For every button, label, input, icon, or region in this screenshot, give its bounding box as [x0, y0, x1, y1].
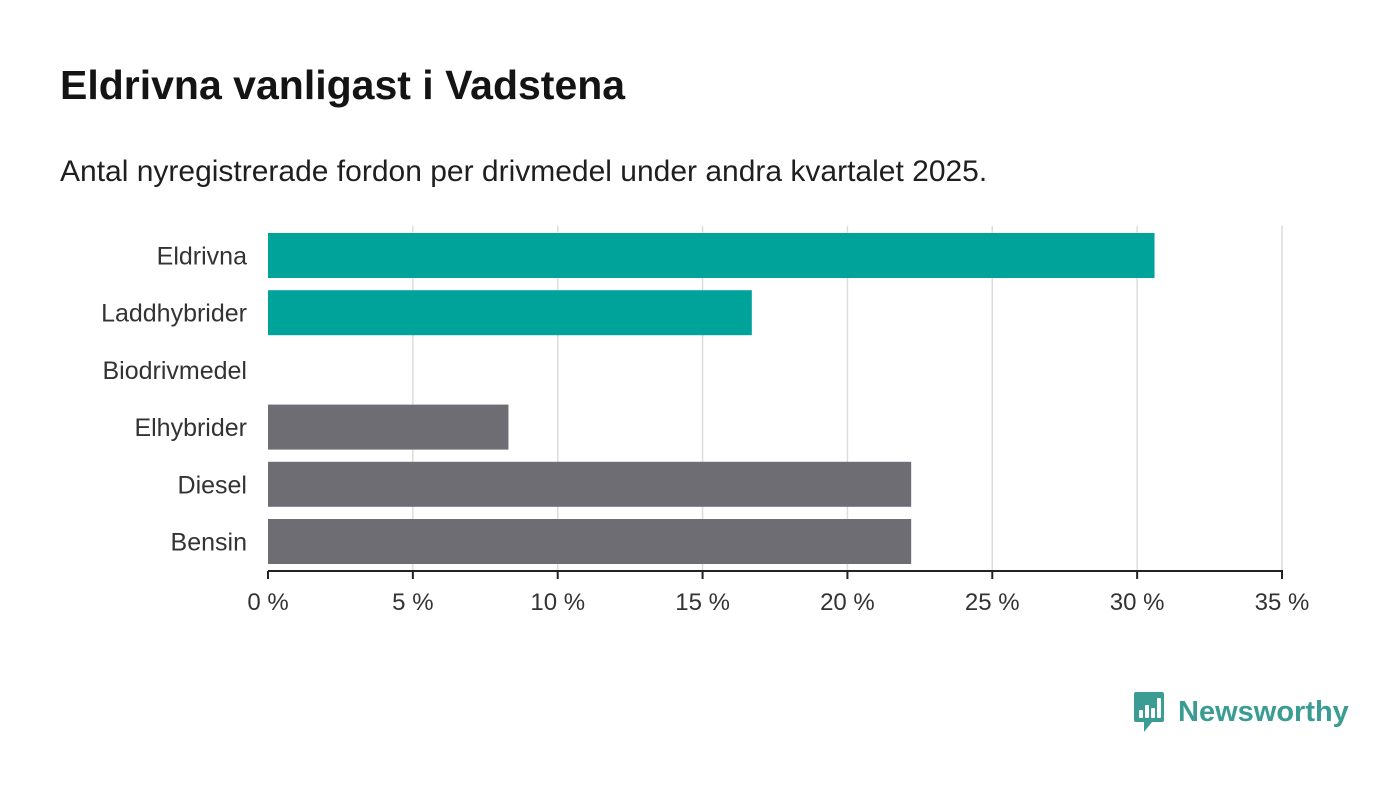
x-tick-label: 20 % [820, 589, 875, 616]
x-tick-label: 5 % [392, 589, 433, 616]
category-label: Eldrivna [157, 243, 247, 271]
x-tick-label: 35 % [1255, 589, 1310, 616]
bar-laddhybrider [268, 290, 752, 336]
x-tick-label: 30 % [1110, 589, 1165, 616]
x-axis: 0 % 5 % 10 % 15 % 20 % 25 % 30 % 35 % [247, 570, 1310, 616]
chart-title: Eldrivna vanligast i Vadstena [60, 62, 626, 108]
x-tick-label: 15 % [675, 589, 730, 616]
category-label: Biodrivmedel [102, 357, 247, 385]
grid-lines [412, 226, 1283, 571]
bar-diesel [268, 461, 912, 507]
category-label: Bensin [171, 529, 247, 557]
bars [268, 233, 1155, 564]
bar-elhybrider [268, 404, 509, 450]
newsworthy-logo: Newsworthy [1132, 690, 1349, 734]
brand-name: Newsworthy [1178, 695, 1349, 728]
category-labels: Eldrivna Laddhybrider Biodrivmedel Elhybrid… [101, 243, 247, 557]
bar-bensin [268, 519, 912, 564]
category-label: Elhybrider [134, 414, 247, 442]
x-tick-label: 25 % [965, 589, 1020, 616]
category-label: Laddhybrider [101, 300, 247, 328]
x-tick-label: 0 % [247, 589, 288, 616]
bar-eldrivna [268, 233, 1155, 278]
x-tick-label: 10 % [530, 589, 585, 616]
newsworthy-chart-bubble-icon [1134, 692, 1164, 732]
category-label: Diesel [178, 471, 247, 499]
chart-subtitle: Antal nyregistrerade fordon per drivmede… [60, 155, 988, 188]
